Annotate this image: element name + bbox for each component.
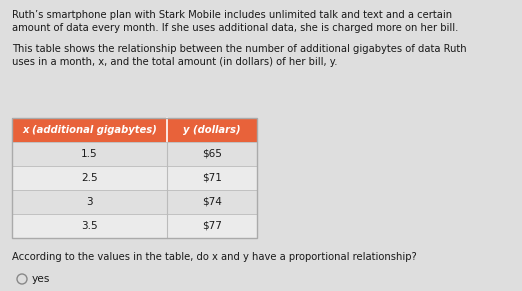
Text: x (additional gigabytes): x (additional gigabytes) [22, 125, 157, 135]
Text: 3: 3 [86, 197, 93, 207]
Bar [12, 142, 257, 166]
Bar [12, 190, 257, 214]
Text: 1.5: 1.5 [81, 149, 98, 159]
Text: $65: $65 [202, 149, 222, 159]
Bar [12, 118, 257, 238]
Text: This table shows the relationship between the number of additional gigabytes of : This table shows the relationship betwee… [12, 44, 467, 54]
Text: y (dollars): y (dollars) [183, 125, 241, 135]
Bar [12, 166, 257, 190]
Text: amount of data every month. If she uses additional data, she is charged more on : amount of data every month. If she uses … [12, 23, 458, 33]
Text: 2.5: 2.5 [81, 173, 98, 183]
Text: 3.5: 3.5 [81, 221, 98, 231]
Text: uses in a month, x, and the total amount (in dollars) of her bill, y.: uses in a month, x, and the total amount… [12, 57, 338, 67]
Text: Ruth’s smartphone plan with Stark Mobile includes unlimited talk and text and a : Ruth’s smartphone plan with Stark Mobile… [12, 10, 452, 20]
Bar [12, 118, 257, 142]
Text: $71: $71 [202, 173, 222, 183]
Text: yes: yes [32, 274, 51, 284]
Text: According to the values in the table, do x and y have a proportional relationshi: According to the values in the table, do… [12, 252, 417, 262]
Bar [12, 214, 257, 238]
Text: $77: $77 [202, 221, 222, 231]
Text: $74: $74 [202, 197, 222, 207]
